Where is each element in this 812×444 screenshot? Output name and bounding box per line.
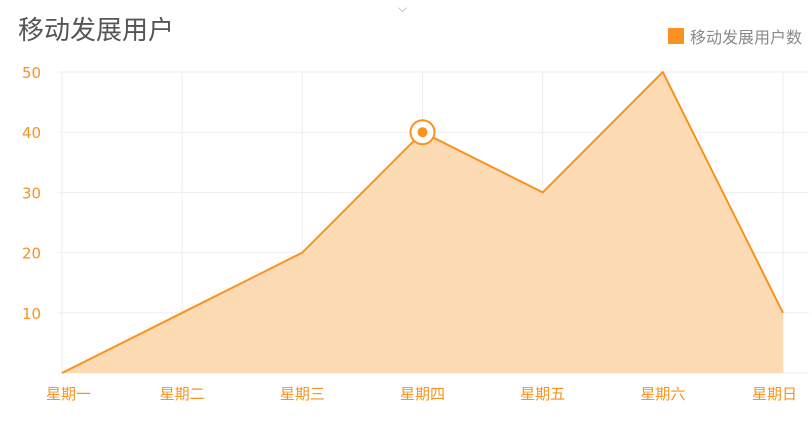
- y-tick-label: 50: [22, 64, 41, 82]
- y-axis-ticks: 10 20 30 40 50: [22, 64, 41, 323]
- data-point[interactable]: [57, 368, 67, 378]
- legend-item[interactable]: 移动发展用户数: [667, 24, 802, 48]
- highlight-markers: [57, 67, 788, 378]
- legend-swatch: [667, 28, 684, 44]
- area-series: [62, 72, 783, 373]
- x-tick-label: 星期二: [160, 385, 205, 403]
- data-point[interactable]: [658, 67, 668, 77]
- data-point[interactable]: [538, 187, 548, 197]
- data-point[interactable]: [177, 308, 187, 318]
- series-area: [62, 72, 783, 373]
- x-tick-label: 星期日: [752, 385, 797, 403]
- y-tick-label: 30: [22, 184, 41, 202]
- data-point[interactable]: [297, 248, 307, 258]
- x-tick-label: 星期一: [46, 385, 91, 403]
- chevron-down-icon[interactable]: ⌵: [398, 1, 408, 15]
- x-axis-ticks: 星期一 星期二 星期三 星期四 星期五 星期六 星期日: [46, 385, 797, 403]
- y-tick-label: 40: [22, 124, 41, 142]
- data-point[interactable]: [778, 308, 788, 318]
- legend-label: 移动发展用户数: [689, 28, 802, 47]
- x-tick-label: 星期四: [400, 385, 445, 403]
- x-tick-label: 星期六: [640, 385, 685, 403]
- chart-title: 移动发展用户: [18, 16, 175, 46]
- y-tick-label: 20: [22, 245, 41, 263]
- y-tick-label: 10: [22, 305, 41, 323]
- highlight-marker-dot[interactable]: [417, 127, 428, 138]
- x-tick-label: 星期五: [520, 385, 565, 403]
- x-tick-label: 星期三: [280, 385, 325, 403]
